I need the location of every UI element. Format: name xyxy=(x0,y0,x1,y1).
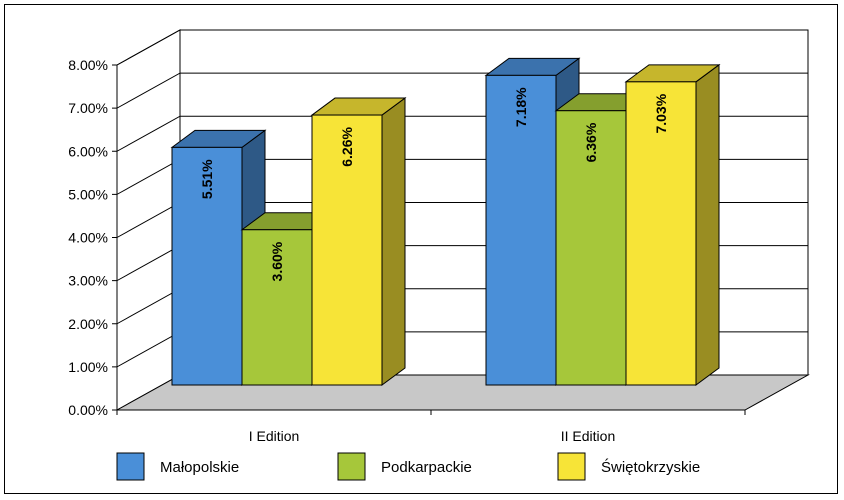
legend-label: Małopolskie xyxy=(160,459,239,476)
y-tick-label: 7.00% xyxy=(68,100,108,116)
x-axis: I Edition II Edition xyxy=(116,410,746,444)
y-tick-label: 4.00% xyxy=(68,230,108,246)
legend-swatch xyxy=(337,452,366,481)
legend-label: Świętokrzyskie xyxy=(601,458,700,476)
bar-side xyxy=(381,97,406,386)
bar-front xyxy=(241,229,313,386)
y-tick-label: 6.00% xyxy=(68,143,108,159)
bar-front xyxy=(485,74,557,386)
legend-swatch xyxy=(557,452,586,481)
legend: Małopolskie Podkarpackie Świętokrzyskie xyxy=(116,452,700,481)
bar-0-2: 6.26% xyxy=(310,97,407,386)
bar-1-0: 7.18% xyxy=(484,57,581,386)
bar-front xyxy=(171,146,243,386)
data-label: 6.36% xyxy=(583,122,599,162)
bar-1-2: 7.03% xyxy=(624,63,721,386)
data-label: 6.26% xyxy=(339,126,355,166)
y-tick-label: 0.00% xyxy=(68,402,108,418)
bar-front xyxy=(311,114,383,386)
data-label: 3.60% xyxy=(269,241,285,281)
legend-item-2: Świętokrzyskie xyxy=(557,452,700,481)
y-tick-label: 8.00% xyxy=(68,57,108,73)
category-label: II Edition xyxy=(561,428,615,444)
legend-item-0: Małopolskie xyxy=(116,452,239,481)
category-label: I Edition xyxy=(249,428,300,444)
legend-label: Podkarpackie xyxy=(381,459,472,476)
bars: 5.51% 3.60% 6.26% 7.18% 6.36% 7.03% xyxy=(170,57,721,386)
gridline xyxy=(116,29,808,66)
data-label: 7.18% xyxy=(513,87,529,127)
bar-front xyxy=(625,81,697,386)
y-tick-label: 5.00% xyxy=(68,186,108,202)
legend-item-1: Podkarpackie xyxy=(337,452,472,481)
y-axis: 0.00% 1.00% 2.00% 3.00% 4.00% 5.00% 6.00% 7.00%… xyxy=(68,57,118,418)
y-tick-label: 3.00% xyxy=(68,273,108,289)
bar-side xyxy=(695,63,720,386)
gridline xyxy=(116,72,808,109)
data-label: 7.03% xyxy=(653,93,669,133)
data-label: 5.51% xyxy=(199,159,215,199)
bar-front xyxy=(555,110,627,386)
y-tick-label: 1.00% xyxy=(68,359,108,375)
legend-swatch xyxy=(116,452,145,481)
y-tick-label: 2.00% xyxy=(68,316,108,332)
